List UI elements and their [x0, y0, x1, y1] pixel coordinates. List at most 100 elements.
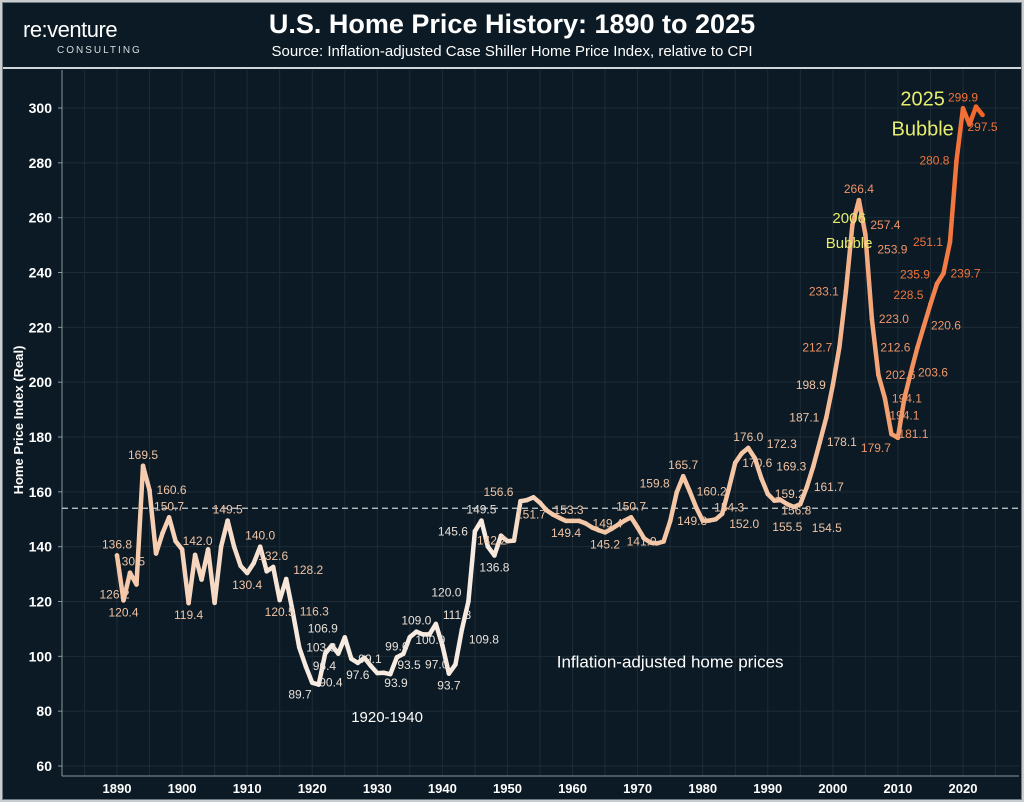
data-point	[147, 487, 152, 493]
logo-sub: CONSULTING	[57, 45, 142, 56]
data-point	[335, 651, 341, 656]
data-point	[218, 544, 224, 549]
data-point	[784, 501, 790, 507]
data-label: 253.9	[877, 242, 907, 256]
data-point	[257, 544, 263, 549]
data-point	[739, 451, 745, 456]
data-point	[791, 504, 797, 510]
data-label: 194.1	[889, 408, 919, 422]
data-label: 116.3	[300, 605, 329, 619]
x-tick-label: 1930	[363, 781, 392, 796]
data-point	[127, 570, 133, 576]
data-label: 142.0	[183, 534, 213, 548]
data-point	[641, 536, 647, 541]
data-label: 90.4	[319, 676, 343, 690]
data-label: 154.5	[812, 521, 842, 535]
data-point	[472, 529, 478, 534]
data-point	[114, 553, 120, 558]
data-point	[479, 518, 484, 523]
data-point	[824, 415, 829, 420]
data-point	[798, 501, 803, 507]
data-label: 93.7	[437, 679, 461, 693]
data-point	[316, 682, 322, 687]
data-label: 297.5	[968, 120, 998, 134]
data-label: 130.4	[232, 578, 262, 592]
data-label: 150.7	[616, 499, 646, 513]
data-point	[401, 651, 406, 657]
data-label: 181.1	[898, 427, 928, 441]
data-label: 235.9	[900, 268, 930, 282]
data-label: 152.0	[729, 517, 759, 531]
y-tick-label: 300	[29, 100, 53, 116]
data-point	[895, 435, 901, 441]
data-point	[758, 475, 764, 481]
data-point	[511, 538, 517, 543]
data-point	[179, 547, 185, 552]
data-point	[837, 345, 842, 350]
data-label: 136.8	[102, 537, 132, 551]
x-tick-label: 1990	[753, 781, 782, 796]
data-point	[173, 538, 178, 544]
data-point	[440, 643, 445, 648]
data-point	[283, 576, 289, 582]
x-tick-label: 1950	[493, 781, 522, 796]
data-label: 120.5	[265, 605, 295, 619]
data-label: 228.5	[893, 288, 923, 302]
data-point	[765, 491, 771, 497]
annotation: 1920-1940	[351, 709, 423, 726]
data-label: 212.6	[880, 341, 910, 355]
x-tick-label: 1900	[168, 781, 197, 796]
data-label: 187.1	[789, 411, 819, 425]
x-tick-label: 2020	[949, 781, 978, 796]
y-tick-label: 80	[36, 703, 52, 719]
y-axis-label: Home Price Index (Real)	[11, 346, 26, 495]
data-point	[498, 533, 504, 538]
data-label: 140.0	[245, 529, 275, 543]
data-point	[531, 495, 536, 500]
data-point	[322, 651, 328, 656]
data-point	[544, 507, 549, 513]
annotation: Inflation-adjusted home prices	[557, 652, 784, 671]
chart-subtitle: Source: Inflation-adjusted Case Shiller …	[271, 43, 753, 60]
data-label: 145.2	[590, 537, 620, 551]
data-point	[921, 323, 927, 328]
data-point	[420, 632, 426, 637]
data-point	[485, 544, 491, 549]
data-point	[726, 486, 732, 492]
data-point	[550, 512, 556, 517]
data-label: 251.1	[913, 235, 943, 249]
data-label: 223.0	[879, 312, 909, 326]
data-point	[433, 621, 439, 627]
data-point	[466, 599, 471, 604]
data-label: 136.8	[479, 560, 509, 574]
data-point	[817, 439, 823, 445]
data-point	[192, 552, 198, 558]
logo: re:venture CONSULTING	[23, 17, 142, 56]
y-tick-label: 220	[29, 319, 53, 335]
data-point	[667, 518, 673, 524]
x-tick-label: 1890	[103, 781, 132, 796]
data-label: 120.4	[108, 605, 138, 619]
data-label: 165.7	[668, 458, 698, 472]
data-label: 126.2	[99, 588, 129, 602]
data-point	[771, 498, 777, 503]
data-point	[225, 518, 230, 523]
data-label: 170.6	[742, 456, 772, 470]
data-label: 103.3	[306, 640, 336, 654]
data-point	[492, 553, 497, 558]
data-label: 280.8	[919, 154, 949, 168]
data-point	[947, 239, 953, 245]
data-point	[446, 671, 452, 676]
y-tick-label: 160	[29, 484, 53, 500]
data-label: 109.8	[469, 632, 499, 646]
data-label: 178.1	[827, 435, 857, 449]
data-point	[583, 521, 588, 526]
data-point	[199, 577, 204, 582]
data-label: 99.1	[358, 652, 382, 666]
data-label: 159.8	[640, 476, 670, 490]
data-label: 141.9	[627, 534, 657, 548]
data-point	[518, 498, 523, 504]
annotation: 2006	[832, 210, 865, 227]
data-point	[928, 301, 933, 307]
data-point	[908, 369, 914, 375]
